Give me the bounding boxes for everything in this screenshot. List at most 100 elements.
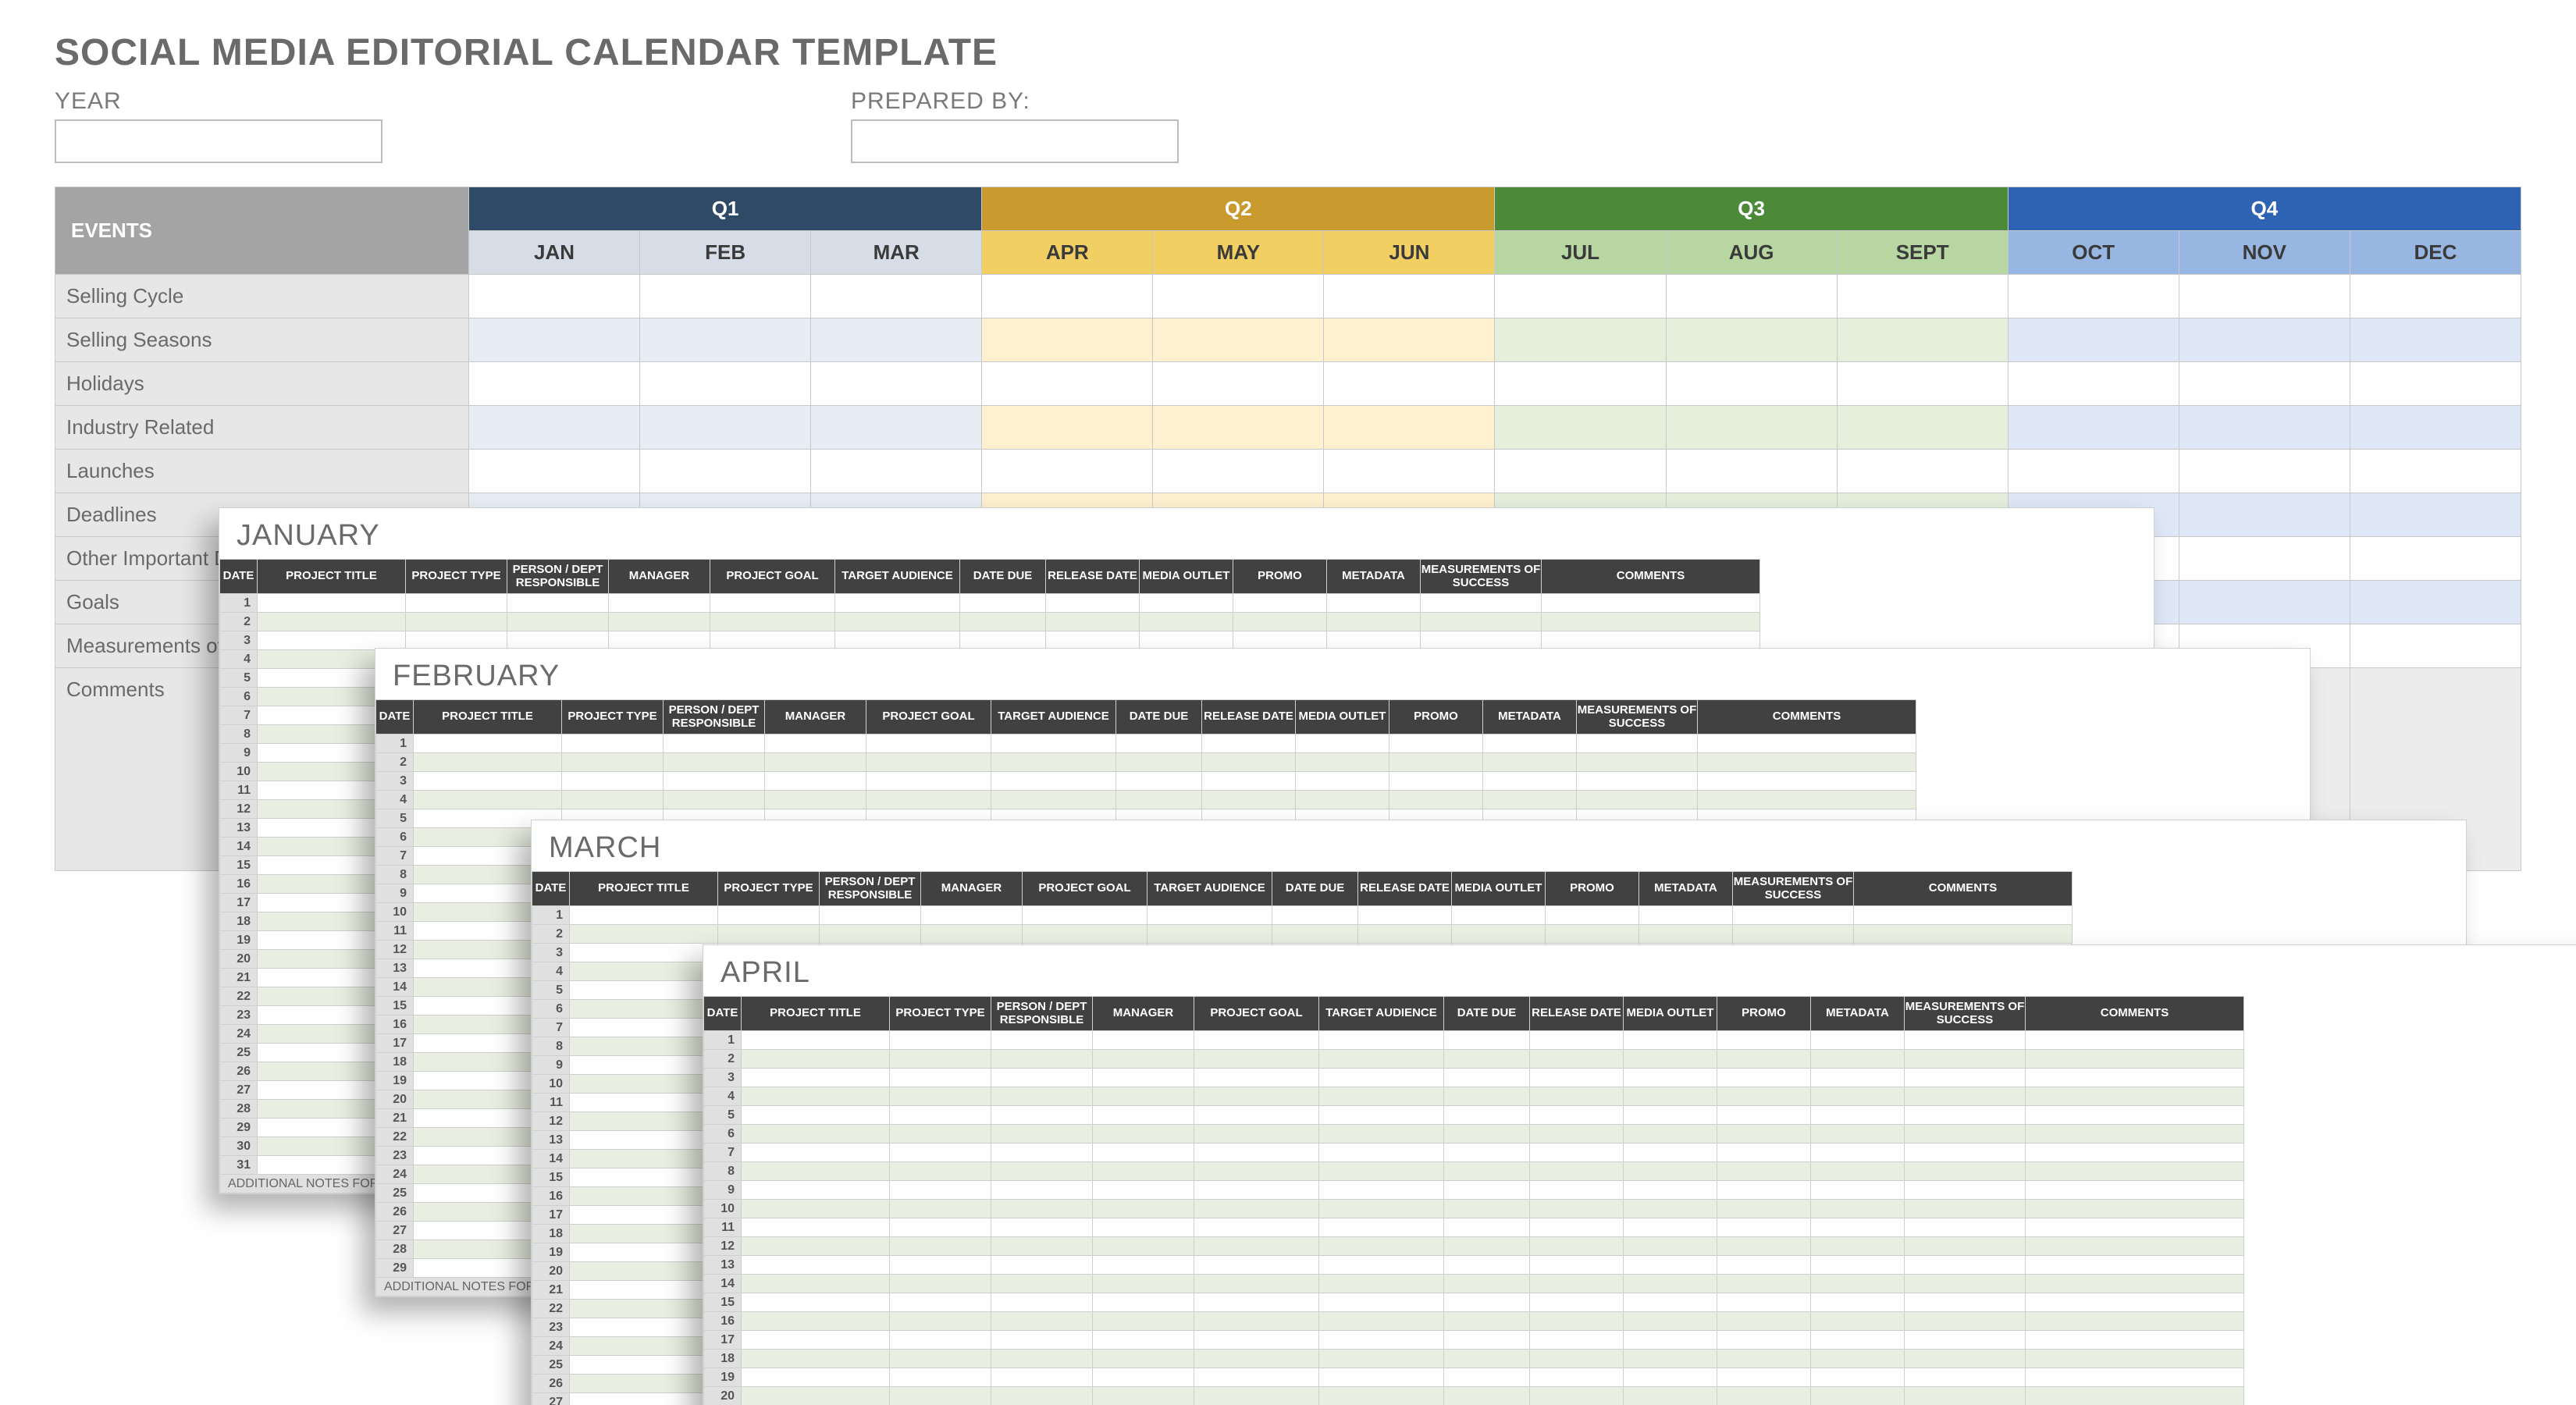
month-cell[interactable] (890, 1237, 991, 1256)
month-cell[interactable] (742, 1350, 890, 1368)
events-cell[interactable] (2179, 450, 2350, 493)
month-cell[interactable] (1530, 1387, 1624, 1405)
month-cell[interactable] (890, 1387, 991, 1405)
month-cell[interactable] (991, 1200, 1093, 1218)
month-cell[interactable] (1147, 906, 1272, 925)
month-cell[interactable] (1444, 1350, 1530, 1368)
month-cell[interactable] (1358, 925, 1452, 944)
month-cell[interactable] (835, 594, 960, 613)
month-cell[interactable] (664, 791, 765, 809)
month-cell[interactable] (1093, 1218, 1194, 1237)
month-cell[interactable] (1905, 1368, 2026, 1387)
month-cell[interactable] (1624, 1387, 1717, 1405)
month-cell[interactable] (1854, 906, 2073, 925)
month-cell[interactable] (2026, 1106, 2244, 1125)
month-cell[interactable] (1717, 1162, 1811, 1181)
month-cell[interactable] (742, 1087, 890, 1106)
month-cell[interactable] (1542, 613, 1760, 631)
events-cell[interactable] (2350, 581, 2521, 624)
month-cell[interactable] (742, 1237, 890, 1256)
month-cell[interactable] (2026, 1125, 2244, 1144)
month-cell[interactable] (1530, 1237, 1624, 1256)
month-cell[interactable] (664, 772, 765, 791)
month-cell[interactable] (1624, 1162, 1717, 1181)
month-cell[interactable] (1624, 1069, 1717, 1087)
month-cell[interactable] (1483, 791, 1577, 809)
month-cell[interactable] (742, 1181, 890, 1200)
month-cell[interactable] (1093, 1275, 1194, 1293)
month-cell[interactable] (1717, 1144, 1811, 1162)
month-cell[interactable] (1624, 1331, 1717, 1350)
month-cell[interactable] (1093, 1181, 1194, 1200)
month-cell[interactable] (1530, 1275, 1624, 1293)
month-cell[interactable] (820, 925, 921, 944)
month-cell[interactable] (890, 1350, 991, 1368)
month-cell[interactable] (570, 1337, 718, 1356)
month-cell[interactable] (1530, 1069, 1624, 1087)
month-cell[interactable] (742, 1200, 890, 1218)
month-cell[interactable] (570, 1300, 718, 1318)
month-cell[interactable] (890, 1050, 991, 1069)
month-cell[interactable] (1717, 1181, 1811, 1200)
month-cell[interactable] (1624, 1237, 1717, 1256)
month-cell[interactable] (1093, 1387, 1194, 1405)
month-cell[interactable] (1624, 1125, 1717, 1144)
month-cell[interactable] (991, 1312, 1093, 1331)
month-cell[interactable] (2026, 1368, 2244, 1387)
month-cell[interactable] (507, 613, 609, 631)
month-cell[interactable] (1116, 772, 1202, 791)
month-cell[interactable] (1530, 1256, 1624, 1275)
month-cell[interactable] (1811, 1218, 1905, 1237)
month-cell[interactable] (1093, 1050, 1194, 1069)
month-cell[interactable] (1811, 1144, 1905, 1162)
month-cell[interactable] (570, 962, 718, 981)
month-cell[interactable] (1093, 1350, 1194, 1368)
month-cell[interactable] (1444, 1125, 1530, 1144)
month-cell[interactable] (835, 613, 960, 631)
month-cell[interactable] (1530, 1106, 1624, 1125)
events-cell[interactable] (1153, 318, 1324, 362)
events-cell[interactable] (2179, 318, 2350, 362)
month-cell[interactable] (1319, 1275, 1444, 1293)
month-cell[interactable] (570, 906, 718, 925)
month-cell[interactable] (710, 631, 835, 650)
month-cell[interactable] (2026, 1087, 2244, 1106)
month-cell[interactable] (2026, 1069, 2244, 1087)
month-cell[interactable] (742, 1218, 890, 1237)
month-cell[interactable] (1444, 1050, 1530, 1069)
month-cell[interactable] (1194, 1256, 1319, 1275)
month-cell[interactable] (1093, 1069, 1194, 1087)
month-cell[interactable] (570, 1375, 718, 1393)
events-cell[interactable] (640, 318, 811, 362)
events-cell[interactable] (1324, 275, 1495, 318)
month-cell[interactable] (1296, 735, 1389, 753)
month-cell[interactable] (991, 1050, 1093, 1069)
month-cell[interactable] (1905, 1162, 2026, 1181)
events-cell[interactable] (1324, 406, 1495, 450)
month-cell[interactable] (991, 1106, 1093, 1125)
month-cell[interactable] (1717, 1069, 1811, 1087)
month-cell[interactable] (1717, 1387, 1811, 1405)
month-cell[interactable] (1046, 594, 1140, 613)
month-cell[interactable] (991, 1069, 1093, 1087)
month-cell[interactable] (1116, 753, 1202, 772)
month-cell[interactable] (1483, 772, 1577, 791)
month-cell[interactable] (1905, 1069, 2026, 1087)
month-cell[interactable] (890, 1181, 991, 1200)
events-cell[interactable] (1495, 275, 1666, 318)
month-cell[interactable] (1905, 1293, 2026, 1312)
month-cell[interactable] (1811, 1087, 1905, 1106)
events-cell[interactable] (2350, 493, 2521, 537)
month-cell[interactable] (570, 1168, 718, 1187)
month-cell[interactable] (1530, 1218, 1624, 1237)
month-cell[interactable] (570, 1131, 718, 1150)
month-cell[interactable] (1542, 594, 1760, 613)
month-cell[interactable] (2026, 1293, 2244, 1312)
month-cell[interactable] (1717, 1200, 1811, 1218)
month-cell[interactable] (1327, 631, 1421, 650)
month-cell[interactable] (1194, 1125, 1319, 1144)
month-cell[interactable] (1319, 1218, 1444, 1237)
month-cell[interactable] (1717, 1312, 1811, 1331)
events-cell[interactable] (469, 318, 640, 362)
month-cell[interactable] (1444, 1293, 1530, 1312)
